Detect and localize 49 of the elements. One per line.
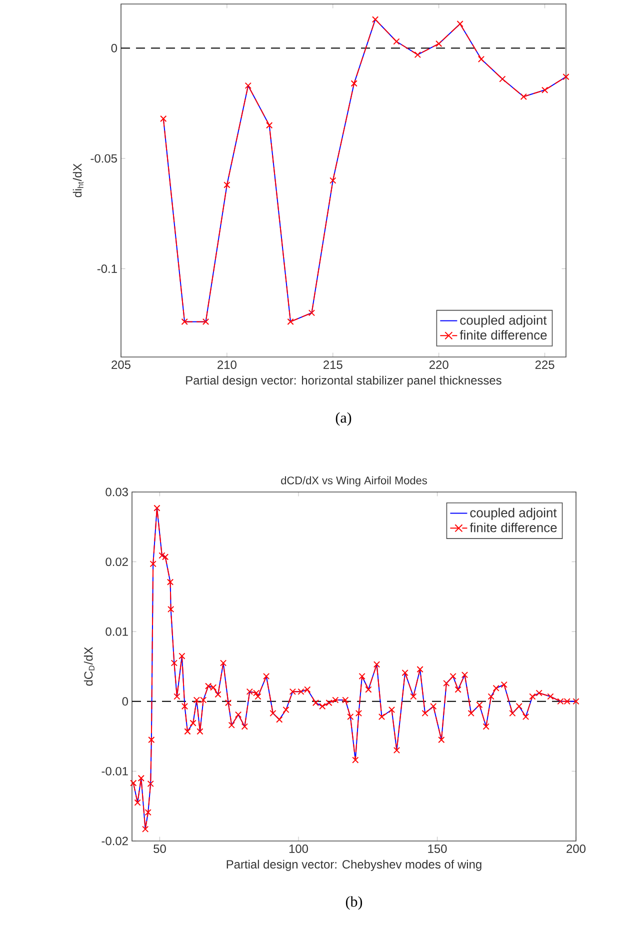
y-tick-label: -0.05: [90, 154, 117, 163]
legend-label: finite difference: [470, 522, 557, 532]
text: (a): [336, 412, 352, 426]
y-tick-label: -0.1: [97, 264, 117, 273]
x-tick-label: 205: [112, 360, 130, 369]
legend-label: coupled adjoint: [460, 315, 547, 328]
point: [478, 56, 485, 62]
y-tick-label: 0.01: [106, 627, 128, 636]
point: [350, 80, 358, 87]
x-axis-title: Partial design vector: horizontal stabilizer panel thicknesses: [186, 376, 502, 387]
point: [541, 86, 548, 94]
point: [266, 122, 273, 129]
x-axis-title: Partial design vector: Chebyshev modes of wing: [226, 860, 482, 871]
x-tick-label: 200: [566, 844, 586, 853]
legend-label: coupled adjoint: [470, 508, 557, 520]
point: [308, 310, 316, 316]
y-axis-title: di$_{ht}$/dX: [72, 164, 84, 198]
point: [436, 40, 442, 48]
point: [499, 76, 506, 82]
point: [520, 93, 527, 100]
x-tick-label: 220: [429, 360, 448, 369]
y-tick-label: 0.02: [106, 558, 128, 566]
y-tick-label: 0: [122, 697, 128, 706]
x-tick-label: 50: [154, 844, 166, 853]
y-axis-title: dC$_{D}$/dX: [84, 647, 94, 686]
y-tick-label: 0: [111, 44, 118, 52]
point: [160, 115, 167, 122]
x-tick-label: 225: [535, 360, 554, 369]
point: [181, 318, 188, 326]
point: [456, 20, 464, 28]
chart-title: dCD/dX vs Wing Airfoil Modes: [281, 476, 427, 486]
point: [372, 16, 379, 23]
x-tick-label: 215: [324, 360, 342, 369]
legend-label: finite difference: [460, 330, 547, 340]
y-tick-label: 0.03: [106, 488, 128, 496]
point: [414, 51, 421, 58]
point: [287, 318, 294, 326]
point: [562, 73, 570, 80]
point: [244, 82, 252, 89]
point: [202, 318, 210, 326]
point: [330, 177, 336, 184]
y-tick-label: -0.02: [102, 836, 128, 846]
text: (b): [346, 896, 362, 910]
point: [393, 38, 400, 45]
x-tick-label: 210: [218, 360, 236, 369]
x-tick-label: 150: [428, 844, 447, 853]
point: [224, 182, 230, 188]
x-tick-label: 100: [289, 844, 308, 853]
y-tick-label: -0.01: [102, 766, 128, 776]
